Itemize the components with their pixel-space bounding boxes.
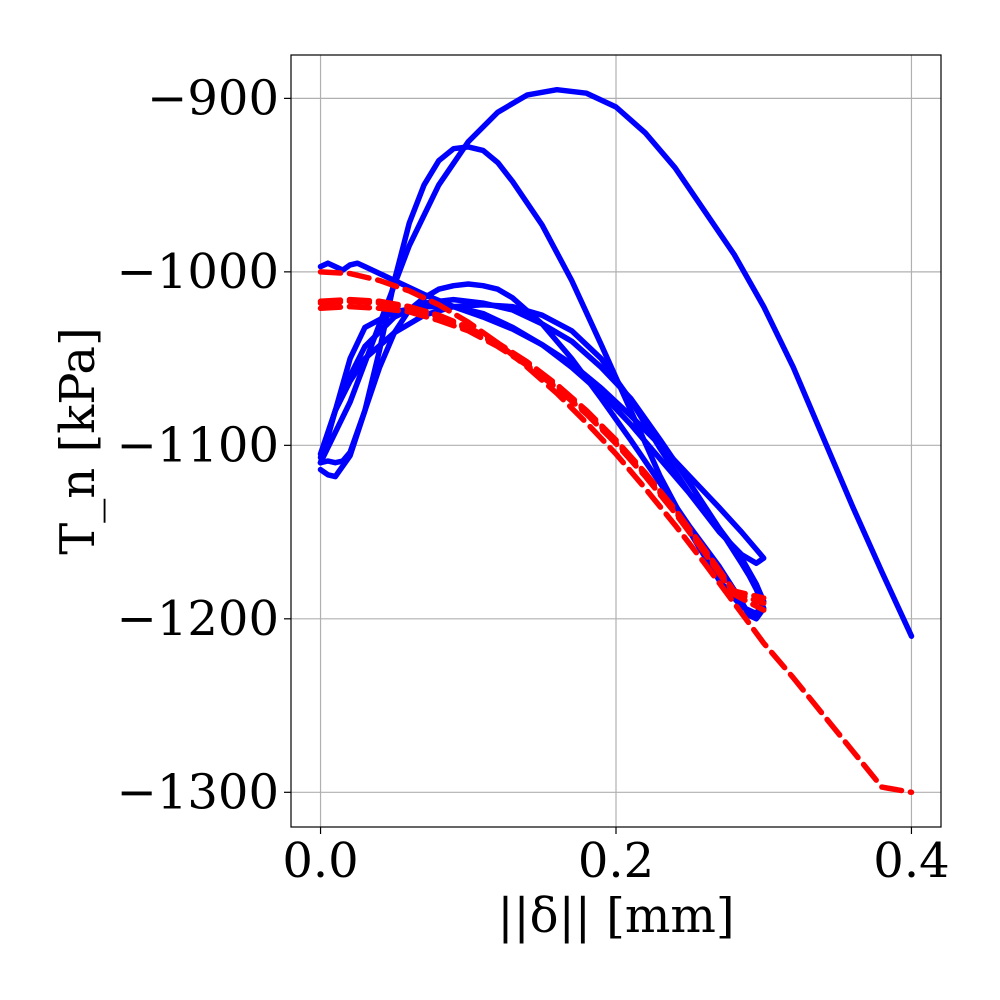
series-line-reference-1 (317, 269, 915, 796)
y-tick-label: −1200 (117, 591, 279, 647)
y-tick-label: −900 (147, 70, 279, 126)
y-tick-label: −1000 (117, 244, 279, 300)
y-axis-title: T_n [kPa] (50, 327, 106, 554)
x-tick-label: 0.4 (873, 833, 949, 889)
x-tick-label: 0.2 (578, 833, 654, 889)
series-line-model-response-4 (317, 86, 915, 639)
series-line-reference-4 (317, 298, 767, 606)
x-tick-label: 0.0 (282, 833, 358, 889)
x-axis-title: ||δ|| [mm] (497, 888, 734, 944)
y-tick-label: −1300 (117, 764, 279, 820)
plot-area (317, 86, 915, 796)
y-tick-label: −1100 (117, 417, 279, 473)
